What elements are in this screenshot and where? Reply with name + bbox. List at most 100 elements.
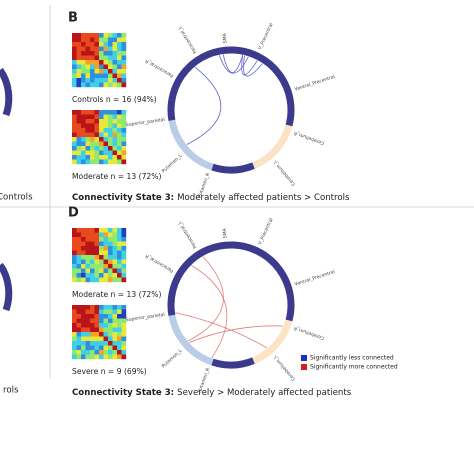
- matrix-cell: [85, 228, 91, 233]
- matrix-cell: [94, 64, 100, 70]
- matrix-cell: [81, 78, 86, 83]
- matrix-cell: [90, 159, 95, 165]
- matrix-cell: [103, 146, 109, 151]
- matrix-cell: [103, 277, 109, 283]
- matrix-cell: [112, 146, 118, 151]
- matrix-cell: [108, 132, 113, 138]
- matrix-cell: [99, 237, 104, 242]
- matrix-cell: [103, 46, 109, 52]
- matrix-cell: [76, 264, 82, 269]
- matrix-cell: [85, 250, 91, 256]
- matrix-cell: [103, 60, 109, 65]
- matrix-cell: [99, 336, 104, 342]
- matrix-cell: [72, 155, 77, 160]
- matrix-cell: [85, 241, 91, 247]
- matrix-cell: [103, 341, 109, 346]
- matrix-cell: [99, 60, 104, 65]
- matrix-cell: [81, 51, 86, 56]
- matrix-cell: [90, 323, 95, 328]
- matrix-cell: [103, 137, 109, 142]
- matrix-cell: [117, 336, 122, 342]
- matrix-cell: [76, 318, 82, 324]
- matrix-cell: [85, 237, 91, 242]
- matrix-cell: [85, 345, 91, 351]
- matrix-cell: [108, 141, 113, 147]
- matrix-cell: [76, 64, 82, 70]
- matrix-cell: [94, 114, 100, 120]
- matrix-cell: [121, 241, 127, 247]
- caption: Connectivity State 3: Severely > Moderate…: [72, 388, 352, 398]
- matrix-cell: [76, 146, 82, 151]
- matrix-cell: [81, 259, 86, 265]
- matrix-cell: [72, 354, 77, 360]
- matrix-cell: [72, 268, 77, 274]
- matrix-cell: [117, 119, 122, 124]
- matrix-cell: [99, 241, 104, 247]
- matrix-cell: [72, 114, 77, 120]
- matrix-cell: [81, 264, 86, 269]
- matrix-cell: [94, 46, 100, 52]
- matrix-cell: [81, 33, 86, 38]
- matrix-cell: [108, 42, 113, 47]
- matrix-cell: [112, 119, 118, 124]
- matrix-cell: [108, 51, 113, 56]
- matrix-cell: [90, 354, 95, 360]
- matrix-cell: [90, 241, 95, 247]
- matrix-cell: [103, 150, 109, 156]
- matrix-cell: [90, 255, 95, 260]
- matrix-cell: [103, 268, 109, 274]
- matrix-cell: [72, 33, 77, 38]
- matrix-cell: [117, 232, 122, 238]
- matrix-cell: [108, 268, 113, 274]
- matrix-cell: [85, 309, 91, 315]
- matrix-cell: [108, 55, 113, 61]
- matrix-cell: [99, 150, 104, 156]
- matrix-cell: [76, 110, 82, 115]
- matrix-cell: [103, 323, 109, 328]
- matrix-cell: [81, 110, 86, 115]
- matrix-cell: [72, 273, 77, 278]
- matrix-cell: [85, 268, 91, 274]
- matrix-cell: [85, 73, 91, 79]
- matrix-cell: [72, 141, 77, 147]
- matrix-cell: [117, 78, 122, 83]
- matrix-cell: [81, 323, 86, 328]
- matrix-cell: [108, 327, 113, 333]
- matrix-cell: [121, 246, 127, 251]
- region-label: V_Precentral: [257, 217, 275, 246]
- matrix-cell: [81, 73, 86, 79]
- matrix-label: Moderate n = 13 (72%): [72, 290, 161, 299]
- matrix-cell: [108, 228, 113, 233]
- matrix-cell: [108, 273, 113, 278]
- matrix-cell: [121, 332, 127, 337]
- matrix-cell: [103, 336, 109, 342]
- matrix-cell: [94, 350, 100, 355]
- ring-segment: [211, 162, 255, 174]
- matrix-cell: [121, 110, 127, 115]
- matrix-cell: [112, 73, 118, 79]
- region-label: Superior_parietal: [125, 117, 165, 128]
- connection: [218, 55, 249, 74]
- ring-segment: [252, 319, 293, 364]
- matrix-cell: [108, 119, 113, 124]
- matrix-cell: [90, 78, 95, 83]
- matrix-cell: [117, 250, 122, 256]
- matrix-cell: [81, 237, 86, 242]
- matrix-cell: [117, 314, 122, 319]
- matrix-cell: [90, 128, 95, 133]
- matrix-cell: [90, 246, 95, 251]
- matrix-cell: [85, 277, 91, 283]
- matrix-cell: [90, 305, 95, 310]
- matrix-cell: [81, 82, 86, 88]
- matrix-cell: [90, 327, 95, 333]
- matrix-cell: [72, 82, 77, 88]
- matrix-cell: [103, 37, 109, 43]
- matrix-cell: [72, 309, 77, 315]
- matrix-cell: [121, 259, 127, 265]
- matrix-cell: [76, 150, 82, 156]
- matrix-cell: [72, 250, 77, 256]
- region-label: Putamen_L: [161, 153, 184, 175]
- matrix-cell: [117, 305, 122, 310]
- matrix-cell: [90, 110, 95, 115]
- matrix-cell: [121, 60, 127, 65]
